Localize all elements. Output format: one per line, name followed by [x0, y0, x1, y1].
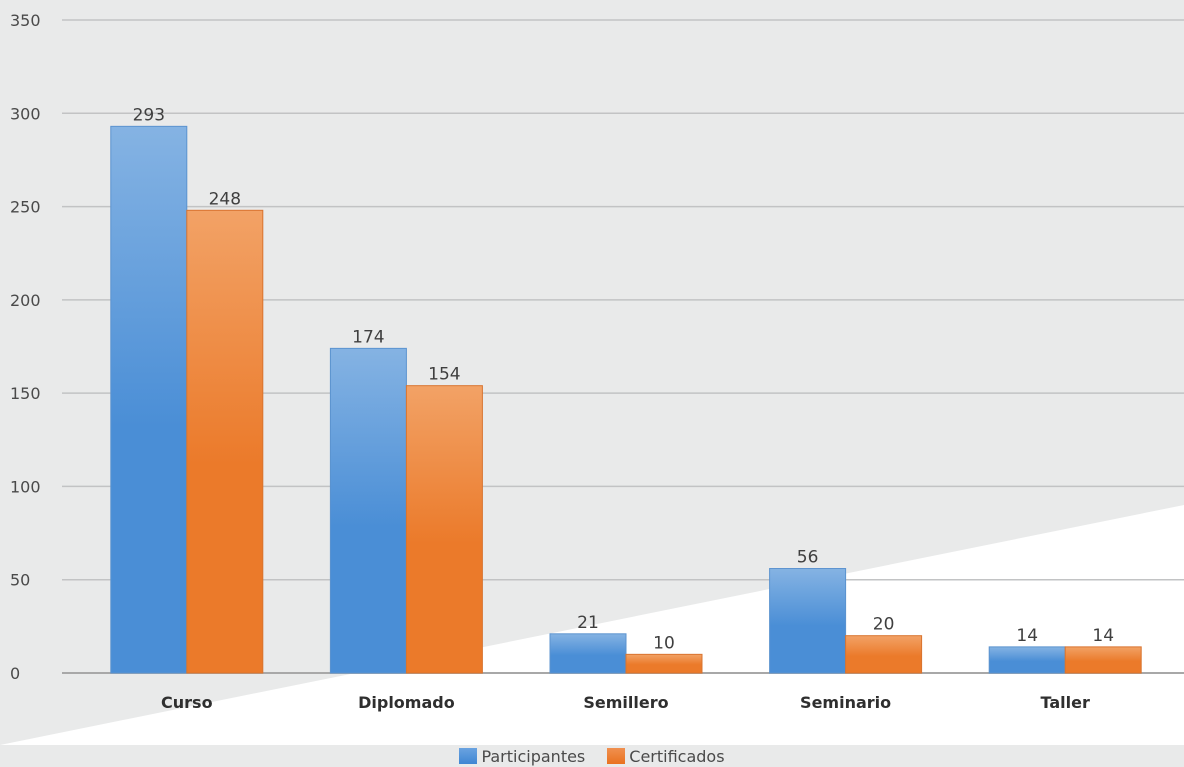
legend-swatch-certificados	[607, 748, 626, 764]
bar-certificados-taller	[1064, 646, 1142, 674]
y-tick-label: 300	[10, 104, 41, 123]
legend-item-participantes: Participantes	[459, 747, 585, 766]
y-tick-label: 100	[10, 477, 41, 496]
bar-participantes-curso	[110, 125, 188, 674]
bar-participantes-semillero	[549, 633, 627, 674]
bar-participantes-seminario	[769, 568, 847, 674]
data-label: 14	[1092, 626, 1114, 646]
x-tick-label: Seminario	[800, 693, 891, 712]
x-tick-label: Taller	[1041, 693, 1090, 712]
y-tick-label: 150	[10, 384, 41, 403]
bars	[110, 125, 1142, 674]
y-axis-tick-labels: 0 50 100 150 200 250 300 350	[10, 11, 41, 683]
y-tick-label: 350	[10, 11, 41, 30]
data-label: 248	[209, 189, 241, 209]
legend-label-participantes: Participantes	[481, 746, 586, 766]
data-label: 174	[352, 327, 384, 347]
data-labels: 293 248 174 154 21 10 56 20 14 14	[133, 105, 1114, 653]
data-label: 293	[133, 105, 165, 125]
bar-chart: 0 50 100 150 200 250 300 350 293 248 174 154 21 10 56…	[0, 11, 1184, 745]
bar-certificados-seminario	[845, 635, 923, 674]
y-tick-label: 250	[10, 198, 41, 217]
legend: Participantes Certificados	[0, 745, 1184, 767]
data-label: 10	[653, 633, 675, 653]
data-label: 56	[797, 548, 819, 568]
data-label: 14	[1016, 626, 1038, 646]
y-tick-label: 200	[10, 291, 41, 310]
x-tick-label: Diplomado	[358, 693, 455, 712]
y-tick-label: 0	[10, 664, 20, 683]
data-label: 20	[873, 615, 895, 635]
data-label: 21	[577, 613, 599, 633]
x-tick-label: Curso	[161, 693, 213, 712]
legend-item-certificados: Certificados	[607, 746, 725, 766]
bar-certificados-curso	[186, 209, 264, 674]
data-label: 154	[428, 365, 460, 385]
bar-participantes-diplomado	[329, 347, 407, 674]
background-white-wedge	[0, 505, 1184, 745]
x-axis-tick-labels: Curso Diplomado Semillero Seminario Taller	[161, 693, 1090, 712]
x-tick-label: Semillero	[583, 693, 668, 712]
bar-participantes-taller	[988, 646, 1066, 674]
y-tick-label: 50	[10, 571, 30, 590]
bar-certificados-semillero	[625, 653, 703, 674]
legend-label-certificados: Certificados	[629, 746, 725, 766]
legend-swatch-participantes	[459, 748, 478, 764]
bar-certificados-diplomado	[405, 385, 483, 674]
